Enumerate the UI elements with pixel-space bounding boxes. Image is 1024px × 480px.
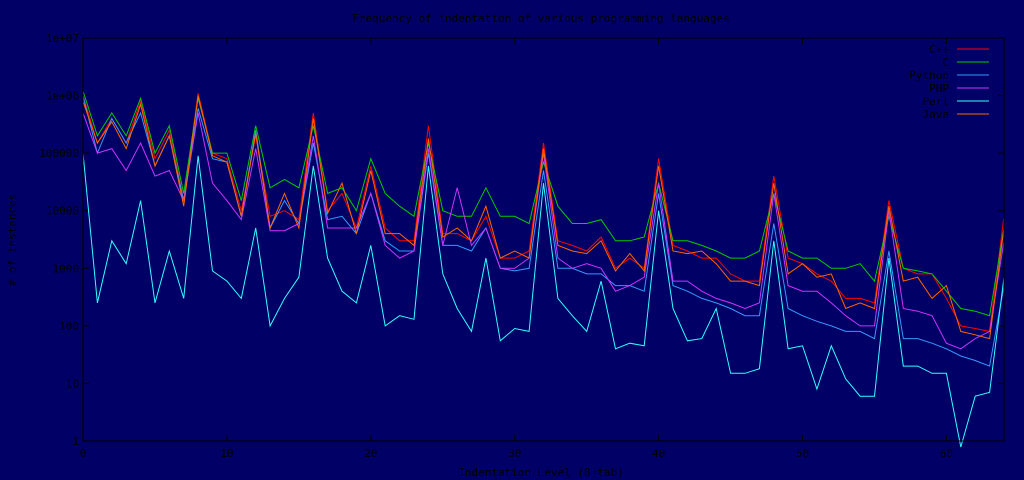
x-tick-label: 50 xyxy=(796,447,809,460)
legend-label: PHP xyxy=(929,82,949,95)
series-lines xyxy=(82,90,1005,448)
legend-label: Python xyxy=(909,69,949,82)
x-tick-label: 10 xyxy=(220,447,233,460)
x-tick-label: 20 xyxy=(364,447,377,460)
legend-label: C xyxy=(942,56,949,69)
x-tick-label: 0 xyxy=(80,447,87,460)
y-tick-label: 1e+07 xyxy=(46,32,79,45)
legend-label: C++ xyxy=(929,43,949,56)
legend-label: Java xyxy=(923,108,950,121)
x-axis-label: Indentation Level (8=tab) xyxy=(458,466,624,479)
series-line-c xyxy=(82,90,1005,317)
plot-border xyxy=(82,37,1005,442)
y-tick-label: 1 xyxy=(72,435,79,448)
x-tick-label: 40 xyxy=(652,447,665,460)
y-tick-label: 1e+06 xyxy=(46,90,79,103)
y-tick-label: 10 xyxy=(66,377,79,390)
series-line-java xyxy=(82,95,1005,340)
series-line-c- xyxy=(82,93,1005,332)
y-tick-label: 1000 xyxy=(53,262,80,275)
chart-title: Frequency of indentation of various prog… xyxy=(352,12,730,25)
series-line-php xyxy=(82,112,1005,350)
series-line-perl xyxy=(82,153,1005,448)
x-tick-label: 30 xyxy=(508,447,521,460)
legend-label: Perl xyxy=(923,95,950,108)
y-tick-label: 10000 xyxy=(46,205,79,218)
y-tick-label: 100 xyxy=(59,320,79,333)
axis-ticks: 0 10 20 30 40 50 60 1 10 100 1000 10000 100000 1e+06 1… xyxy=(39,32,1004,460)
y-tick-label: 100000 xyxy=(39,147,79,160)
y-axis-label: # of instances xyxy=(6,194,19,287)
x-tick-label: 60 xyxy=(940,447,953,460)
